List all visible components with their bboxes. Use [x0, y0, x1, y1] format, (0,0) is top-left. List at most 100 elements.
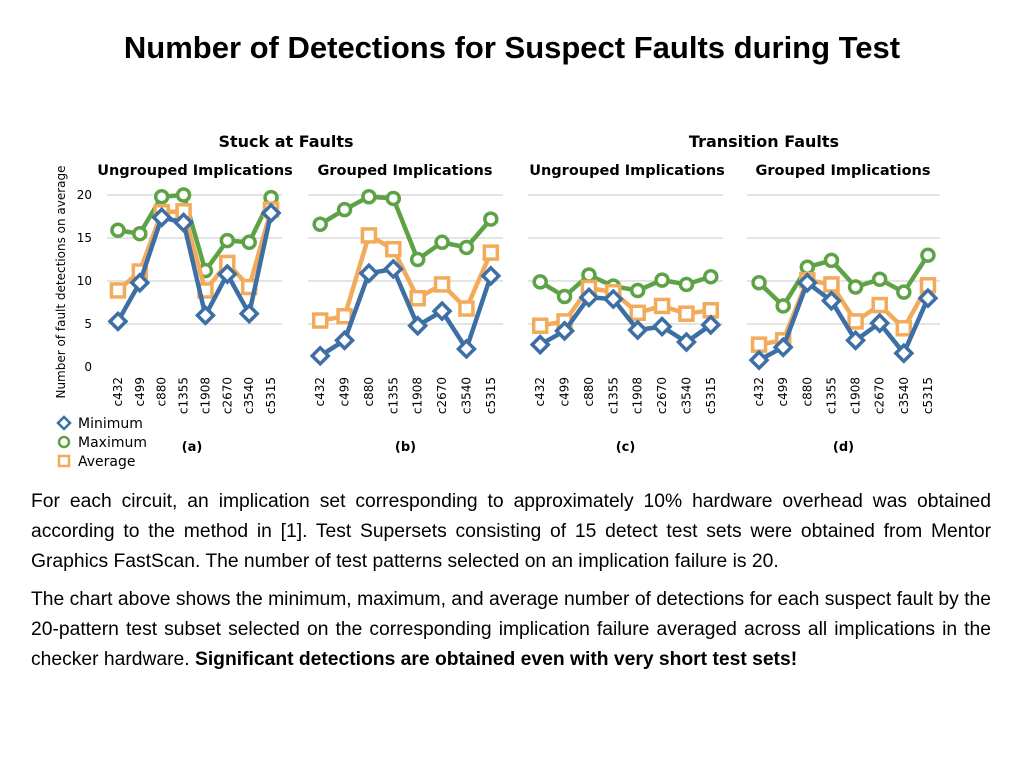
- point-minimum-c5315: [917, 287, 939, 309]
- point-maximum-c880: [361, 188, 377, 205]
- point-minimum-c1355: [173, 212, 195, 233]
- point-average-c1908: [847, 313, 864, 330]
- slide-title: Number of Detections for Suspect Faults …: [123, 30, 901, 65]
- panel-title: Ungrouped Implications: [529, 163, 725, 179]
- point-minimum-c3540: [893, 342, 915, 364]
- point-minimum-c5315: [700, 314, 722, 336]
- point-minimum-c432: [309, 345, 331, 367]
- panel-id-label: (d): [833, 440, 854, 455]
- point-maximum-c432: [532, 274, 548, 290]
- point-maximum-c432: [110, 222, 126, 239]
- point-minimum-c3540: [455, 338, 477, 360]
- point-minimum-c1355: [382, 258, 404, 280]
- x-tick-label-c5315: c5315: [264, 377, 278, 414]
- point-minimum-c2670: [869, 312, 891, 334]
- panel-b: Grouped Implications c432 c499 c880 c1355 c19…: [308, 163, 503, 455]
- point-average-c432: [311, 312, 329, 329]
- x-tick-label-c432: c432: [533, 377, 547, 407]
- point-maximum-c880: [799, 259, 816, 275]
- point-maximum-c3540: [241, 234, 257, 251]
- x-tick-label-c499: c499: [338, 377, 352, 407]
- paragraph-2-emphasis: Significant detections are obtained even…: [194, 649, 798, 670]
- point-minimum-c499: [772, 336, 794, 358]
- point-average-c880: [360, 227, 378, 244]
- y-tick-label: 5: [84, 317, 92, 331]
- point-maximum-c5315: [703, 268, 719, 285]
- x-tick-label-c432: c432: [313, 377, 327, 407]
- group-title-stuck-at: Stuck at Faults: [218, 132, 353, 151]
- point-minimum-c1355: [602, 288, 624, 310]
- point-average-c1355: [823, 276, 840, 293]
- x-tick-label-c1908: c1908: [849, 377, 863, 414]
- legend-label-average: Average: [78, 454, 136, 470]
- x-tick-label-c432: c432: [111, 377, 125, 407]
- panel-c: Ungrouped Implications c432 c499 c880 c1355 c…: [528, 163, 725, 455]
- point-minimum-c1908: [627, 319, 649, 341]
- point-minimum-c5315: [480, 265, 502, 287]
- point-maximum-c880: [581, 267, 597, 283]
- x-tick-label-c880: c880: [155, 377, 169, 407]
- x-tick-label-c1355: c1355: [824, 377, 838, 414]
- point-average-c3540: [895, 320, 913, 337]
- point-minimum-c432: [748, 349, 770, 371]
- x-tick-label-c1355: c1355: [386, 377, 400, 414]
- point-minimum-c1355: [820, 290, 842, 312]
- x-tick-label-c5315: c5315: [704, 377, 718, 414]
- x-tick-label-c2670: c2670: [655, 377, 669, 414]
- point-minimum-c3540: [675, 331, 697, 353]
- point-maximum-c1355: [175, 187, 192, 203]
- x-tick-label-c1908: c1908: [411, 377, 425, 414]
- point-maximum-c1355: [823, 252, 840, 269]
- point-average-c2670: [871, 296, 888, 314]
- x-tick-label-c5315: c5315: [921, 377, 935, 414]
- panel-id-label: (b): [395, 440, 416, 455]
- point-average-c432: [531, 317, 549, 334]
- point-maximum-c5315: [920, 247, 936, 263]
- point-minimum-c880: [796, 272, 818, 294]
- point-minimum-c880: [151, 206, 173, 228]
- x-tick-label-c432: c432: [752, 377, 766, 407]
- point-maximum-c499: [132, 225, 148, 242]
- point-average-c2670: [653, 297, 671, 315]
- paragraph-2-text: The chart above shows the minimum, maxim…: [31, 589, 991, 670]
- group-title-transition: Transition Faults: [689, 132, 839, 151]
- point-average-c5315: [482, 244, 500, 261]
- point-maximum-c1908: [629, 282, 646, 299]
- point-minimum-c880: [358, 262, 380, 284]
- y-axis-label: Number of fault detections on average: [54, 165, 68, 398]
- point-average-c1908: [629, 304, 646, 322]
- point-minimum-c432: [529, 334, 551, 356]
- point-minimum-c499: [334, 329, 356, 351]
- panel-title: Grouped Implications: [756, 163, 931, 179]
- x-tick-label-c2670: c2670: [220, 377, 234, 414]
- point-maximum-c499: [336, 201, 353, 218]
- point-maximum-c3540: [678, 276, 695, 293]
- point-maximum-c2670: [219, 232, 236, 249]
- point-maximum-c880: [153, 188, 170, 205]
- point-minimum-c2670: [431, 300, 453, 322]
- x-tick-label-c1908: c1908: [198, 377, 212, 414]
- panel-title: Grouped Implications: [318, 163, 493, 179]
- legend-marker-maximum: [57, 435, 71, 449]
- point-average-c1908: [409, 289, 426, 307]
- x-tick-label-c880: c880: [582, 377, 596, 407]
- x-tick-label-c880: c880: [800, 377, 814, 407]
- point-maximum-c2670: [434, 234, 450, 251]
- point-maximum-c3540: [896, 284, 912, 300]
- point-average-c432: [109, 282, 127, 299]
- x-tick-label-c2670: c2670: [435, 377, 449, 414]
- panel-d: Grouped Implications c432 c499 c880 c1355 c19…: [747, 163, 940, 455]
- point-maximum-c432: [312, 216, 328, 232]
- point-maximum-c3540: [458, 239, 475, 256]
- point-minimum-c880: [578, 286, 600, 308]
- paragraph-2: The chart above shows the minimum, maxim…: [31, 585, 991, 675]
- legend-marker-average: [57, 454, 71, 468]
- panel-id-label: (c): [616, 440, 636, 455]
- x-tick-label-c1908: c1908: [631, 377, 645, 414]
- x-tick-label-c499: c499: [558, 377, 572, 407]
- point-maximum-c2670: [871, 271, 888, 288]
- panel-a: Ungrouped Implications c432 c499 c880 c1355 c…: [97, 163, 293, 455]
- point-average-c3540: [458, 300, 475, 317]
- point-minimum-c1908: [407, 315, 429, 337]
- point-minimum-c3540: [238, 303, 260, 325]
